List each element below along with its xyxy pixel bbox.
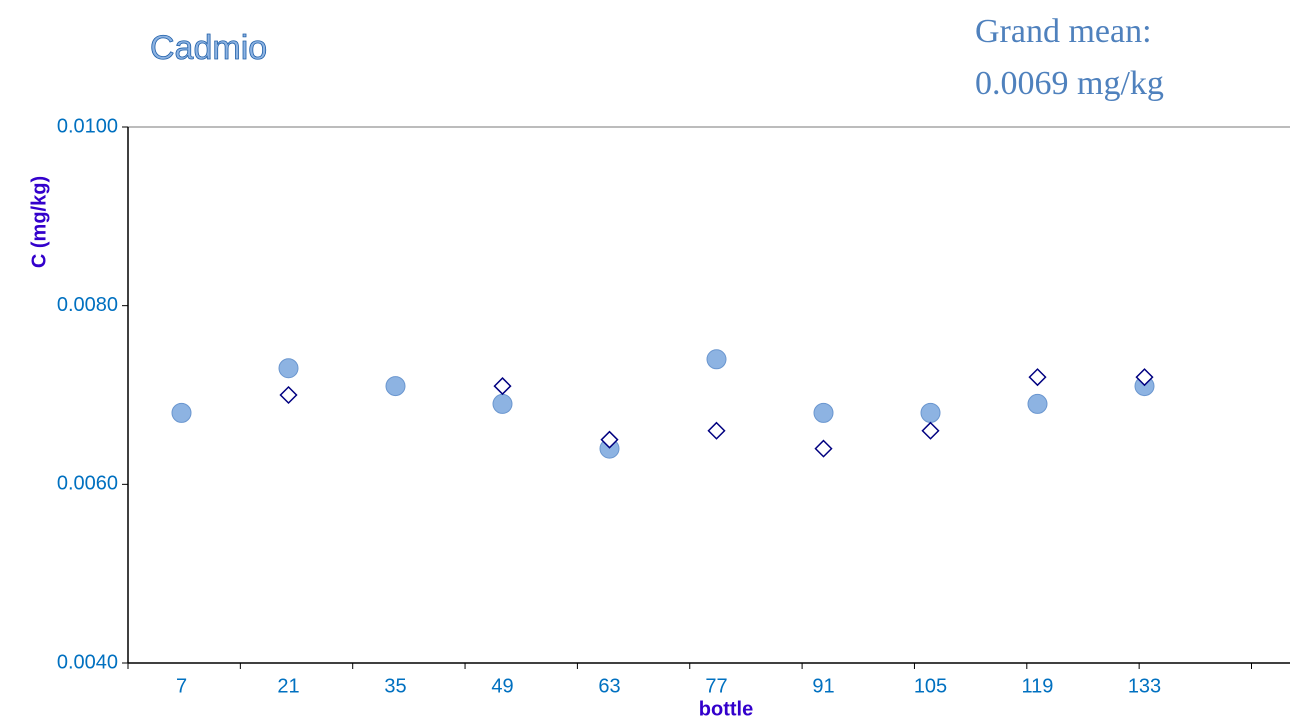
diamond-marker: [707, 421, 726, 440]
diamond-marker: [1135, 368, 1154, 387]
circle-marker: [920, 402, 941, 423]
y-tick-label: 0.0100: [57, 115, 118, 137]
x-tick-label: 49: [491, 675, 513, 697]
x-tick-label: 133: [1128, 675, 1161, 697]
x-tick-label: 91: [812, 675, 834, 697]
annotation: 0.0069 mg/kg: [975, 65, 1164, 102]
annotation: Grand mean:: [975, 13, 1152, 50]
x-tick-label: 7: [176, 675, 187, 697]
y-tick-label: 0.0080: [57, 294, 118, 316]
diamond-marker: [279, 385, 298, 405]
x-tick-label: 35: [384, 675, 406, 697]
circle-marker: [171, 402, 192, 423]
diamond-marker: [814, 439, 833, 458]
x-tick-label: 119: [1022, 675, 1054, 697]
x-tick-label: 63: [598, 675, 620, 697]
circle-marker: [813, 402, 834, 423]
x-tick-label: 105: [914, 675, 947, 697]
circle-marker: [278, 358, 299, 379]
circle-marker: [385, 376, 406, 397]
x-tick-label: 21: [277, 675, 299, 697]
chart-title: Cadmio: [150, 29, 267, 67]
circle-marker: [706, 349, 727, 370]
diamond-marker: [493, 377, 512, 396]
diamond-marker: [1028, 368, 1047, 387]
diamond-marker: [921, 421, 940, 440]
x-tick-label: 77: [705, 675, 727, 697]
x-axis-label: bottle: [699, 698, 753, 720]
diamond-marker: [600, 430, 619, 449]
circle-marker: [492, 393, 513, 414]
y-tick-label: 0.0040: [57, 651, 118, 673]
y-axis-label: C (mg/kg): [28, 176, 50, 268]
circle-marker: [1027, 393, 1048, 414]
y-tick-label: 0.0060: [57, 473, 118, 495]
